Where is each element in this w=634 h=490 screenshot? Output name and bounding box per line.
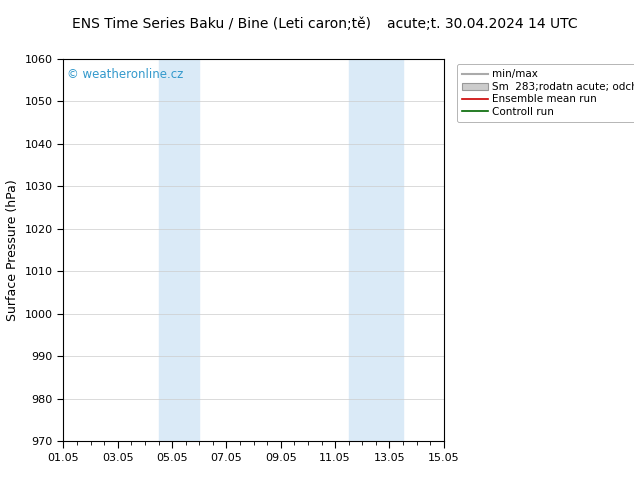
Text: © weatheronline.cz: © weatheronline.cz [67, 69, 184, 81]
Text: ENS Time Series Baku / Bine (Leti caron;tě): ENS Time Series Baku / Bine (Leti caron;… [72, 17, 372, 31]
Legend: min/max, Sm  283;rodatn acute; odchylka, Ensemble mean run, Controll run: min/max, Sm 283;rodatn acute; odchylka, … [456, 64, 634, 122]
Bar [349, 59, 403, 441]
Text: acute;t. 30.04.2024 14 UTC: acute;t. 30.04.2024 14 UTC [387, 17, 577, 31]
Y-axis label: Surface Pressure (hPa): Surface Pressure (hPa) [6, 179, 19, 321]
Bar [158, 59, 199, 441]
